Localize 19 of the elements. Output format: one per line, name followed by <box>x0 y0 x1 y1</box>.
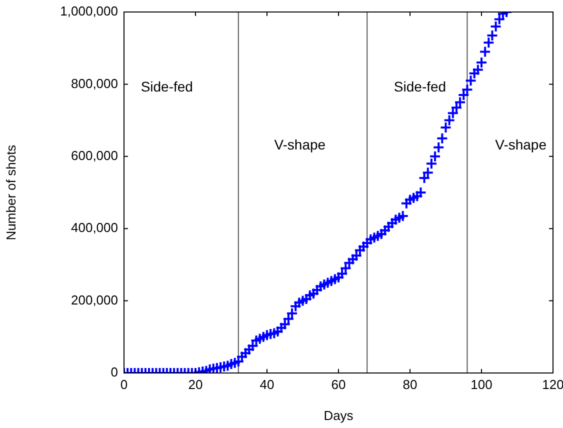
y-tick-label: 600,000 <box>71 148 118 163</box>
annotation: V-shape <box>495 136 547 152</box>
x-tick-label: 120 <box>542 377 563 392</box>
annotation: V-shape <box>274 136 326 152</box>
x-tick-label: 100 <box>470 377 492 392</box>
y-axis-title: Number of shots <box>3 144 18 240</box>
y-tick-label: 200,000 <box>71 292 118 308</box>
y-tick-label: 800,000 <box>71 76 118 91</box>
x-axis-title: Days <box>324 408 354 423</box>
annotation: Side-fed <box>140 78 193 95</box>
y-tick-label: 400,000 <box>71 220 118 236</box>
annotation: Side-fed <box>394 78 446 95</box>
y-tick-label: 1,000,000 <box>60 4 118 19</box>
x-tick-label: 60 <box>331 377 346 392</box>
x-tick-label: 80 <box>402 377 418 392</box>
x-tick-label: 0 <box>120 377 128 392</box>
x-tick-label: 40 <box>260 377 274 392</box>
y-tick-label: 0 <box>110 364 118 380</box>
x-tick-label: 20 <box>188 377 203 392</box>
